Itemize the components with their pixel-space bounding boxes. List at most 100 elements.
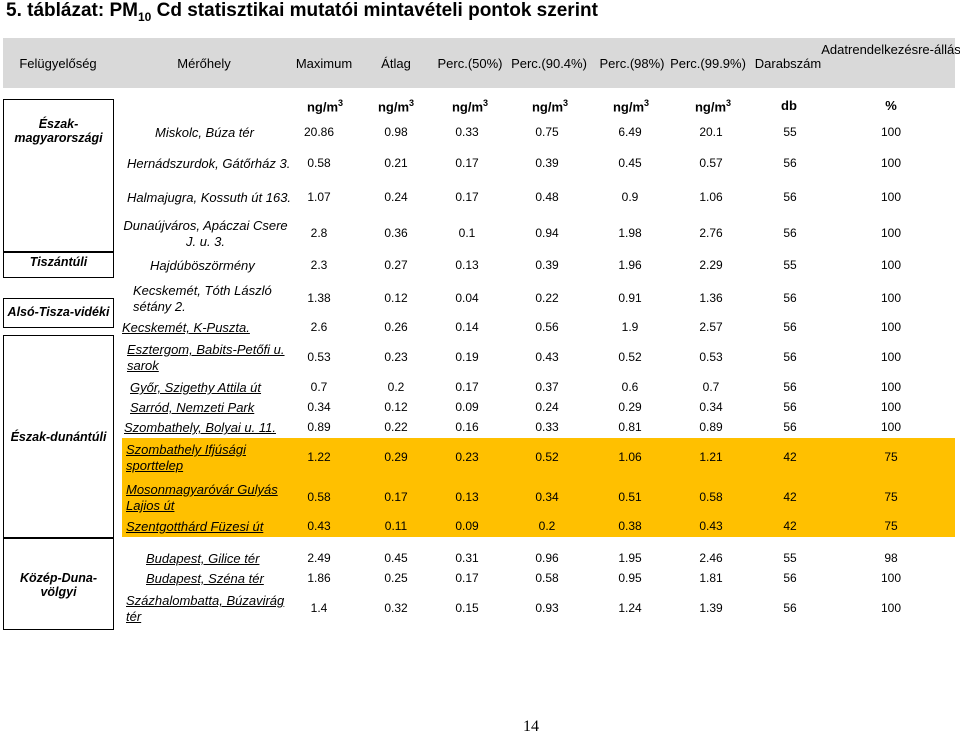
value-avail: 100 bbox=[880, 601, 902, 615]
value-p999: 1.81 bbox=[699, 571, 723, 585]
value-p98: 1.06 bbox=[618, 450, 642, 464]
value-avg: 0.12 bbox=[384, 291, 408, 305]
region-label: Észak-magyarországi bbox=[14, 117, 103, 145]
value-p904: 0.33 bbox=[535, 420, 559, 434]
value-p904: 0.39 bbox=[535, 258, 559, 272]
header-perc50: Perc.(50%) bbox=[437, 56, 503, 71]
value-p50: 0.17 bbox=[455, 156, 479, 170]
value-p50: 0.09 bbox=[455, 400, 479, 414]
site-name: Halmajugra, Kossuth út 163. bbox=[127, 190, 292, 205]
value-avg: 0.45 bbox=[384, 551, 408, 565]
value-avail: 100 bbox=[880, 125, 902, 139]
value-avail: 100 bbox=[880, 571, 902, 585]
value-max: 1.38 bbox=[307, 291, 331, 305]
header-perc98: Perc.(98%) bbox=[599, 56, 665, 71]
value-avail: 75 bbox=[884, 450, 898, 464]
value-avail: 98 bbox=[884, 551, 898, 565]
header-darabszam: Darabszám bbox=[754, 56, 822, 71]
value-count: 56 bbox=[783, 380, 797, 394]
region-label: Tiszántúli bbox=[29, 255, 88, 269]
value-count: 56 bbox=[783, 226, 797, 240]
value-max: 0.89 bbox=[307, 420, 331, 434]
value-count: 56 bbox=[783, 601, 797, 615]
site-name: Százhalombatta, Búzavirág tér bbox=[126, 593, 285, 624]
value-p98: 1.98 bbox=[618, 226, 642, 240]
value-p98: 0.91 bbox=[618, 291, 642, 305]
value-avail: 100 bbox=[880, 350, 902, 364]
value-max: 0.43 bbox=[307, 519, 331, 533]
value-avail: 100 bbox=[880, 258, 902, 272]
page-number: 14 bbox=[523, 718, 539, 735]
site-name: Hajdúböszörmény bbox=[150, 258, 255, 273]
unit-avg: ng/m3 bbox=[377, 98, 415, 115]
header-perc999: Perc.(99.9%) bbox=[670, 56, 746, 71]
value-avail: 100 bbox=[880, 400, 902, 414]
value-p904: 0.56 bbox=[535, 320, 559, 334]
value-p904: 0.96 bbox=[535, 551, 559, 565]
table-header: Felügyelőség Mérőhely Maximum Átlag Perc… bbox=[3, 38, 960, 88]
value-count: 56 bbox=[783, 320, 797, 334]
value-p904: 0.39 bbox=[535, 156, 559, 170]
header-perc904: Perc.(90.4%) bbox=[511, 56, 587, 71]
value-avg: 0.25 bbox=[384, 571, 408, 585]
value-max: 1.22 bbox=[307, 450, 331, 464]
value-avg: 0.12 bbox=[384, 400, 408, 414]
value-p904: 0.34 bbox=[535, 490, 559, 504]
site-name: Hernádszurdok, Gátőrház 3. bbox=[127, 156, 291, 171]
value-p98: 1.24 bbox=[618, 601, 642, 615]
value-p999: 0.53 bbox=[699, 350, 723, 364]
value-avail: 100 bbox=[880, 291, 902, 305]
site-name: Mosonmagyaróvár Gulyás Lajios út bbox=[126, 482, 278, 513]
unit-count: db bbox=[781, 98, 797, 113]
value-avg: 0.32 bbox=[384, 601, 408, 615]
value-count: 56 bbox=[783, 571, 797, 585]
unit-avail: % bbox=[885, 98, 897, 113]
value-p999: 0.89 bbox=[699, 420, 723, 434]
value-max: 2.3 bbox=[310, 258, 328, 272]
table-title: 5. táblázat: PM10 Cd statisztikai mutató… bbox=[6, 0, 598, 24]
value-p904: 0.52 bbox=[535, 450, 559, 464]
value-max: 0.7 bbox=[310, 380, 328, 394]
value-max: 20.86 bbox=[303, 125, 335, 139]
value-count: 56 bbox=[783, 190, 797, 204]
value-count: 55 bbox=[783, 125, 797, 139]
value-avail: 100 bbox=[880, 420, 902, 434]
value-p904: 0.58 bbox=[535, 571, 559, 585]
value-count: 56 bbox=[783, 291, 797, 305]
value-p98: 1.95 bbox=[618, 551, 642, 565]
region-label: Alsó-Tisza-vidéki bbox=[7, 305, 110, 319]
region-label: Észak-dunántúli bbox=[10, 430, 107, 444]
value-count: 42 bbox=[783, 519, 797, 533]
value-p999: 2.46 bbox=[699, 551, 723, 565]
value-avg: 0.21 bbox=[384, 156, 408, 170]
header-merohely: Mérőhely bbox=[177, 56, 231, 71]
value-max: 1.07 bbox=[307, 190, 331, 204]
unit-p98: ng/m3 bbox=[612, 98, 650, 115]
value-count: 56 bbox=[783, 156, 797, 170]
value-p999: 0.58 bbox=[699, 490, 723, 504]
value-p999: 2.57 bbox=[699, 320, 723, 334]
value-p98: 0.38 bbox=[618, 519, 642, 533]
value-avail: 100 bbox=[880, 320, 902, 334]
value-p98: 0.9 bbox=[621, 190, 639, 204]
value-count: 56 bbox=[783, 400, 797, 414]
value-p98: 0.45 bbox=[618, 156, 642, 170]
value-p50: 0.14 bbox=[455, 320, 479, 334]
value-avail: 100 bbox=[880, 226, 902, 240]
value-p98: 1.96 bbox=[618, 258, 642, 272]
value-max: 1.4 bbox=[310, 601, 328, 615]
value-p999: 1.39 bbox=[699, 601, 723, 615]
value-count: 55 bbox=[783, 258, 797, 272]
value-p98: 1.9 bbox=[621, 320, 639, 334]
value-p999: 0.34 bbox=[699, 400, 723, 414]
value-p999: 0.57 bbox=[699, 156, 723, 170]
value-p98: 6.49 bbox=[618, 125, 642, 139]
value-p904: 0.22 bbox=[535, 291, 559, 305]
unit-max: ng/m3 bbox=[306, 98, 344, 115]
value-p98: 0.29 bbox=[618, 400, 642, 414]
value-p98: 0.6 bbox=[621, 380, 639, 394]
site-name: Szombathely Ifjúsági sporttelep bbox=[126, 442, 246, 473]
site-name: Budapest, Gilice tér bbox=[146, 551, 260, 566]
value-p50: 0.15 bbox=[455, 601, 479, 615]
value-p999: 2.29 bbox=[699, 258, 723, 272]
